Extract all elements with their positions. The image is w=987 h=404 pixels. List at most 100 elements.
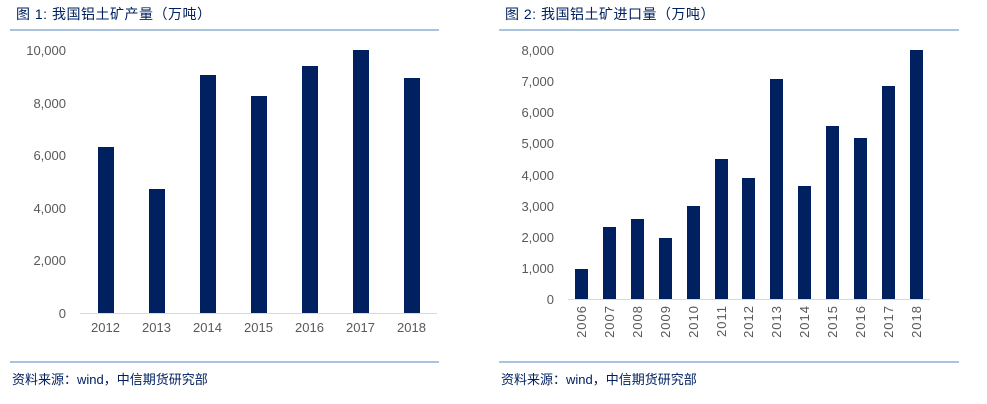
y-tick-label: 5,000 xyxy=(521,136,554,152)
y-tick-label: 6,000 xyxy=(521,105,554,121)
bar-2008 xyxy=(631,218,645,299)
x-axis: 2006 2007 2008 2009 2010 2011 2012 2013 2014 2015… xyxy=(568,305,930,338)
x-axis: 2012 2013 2014 2015 2016 2017 2018 xyxy=(80,320,437,335)
x-tick-label: 2018 xyxy=(397,320,426,335)
bar-slot xyxy=(131,189,182,313)
x-tick-label: 2009 xyxy=(652,305,680,338)
bar-slot xyxy=(874,86,902,299)
x-tick-label: 2017 xyxy=(874,305,902,338)
figure-2-bar-chart: 0 1,000 2,000 3,000 4,000 5,000 6,000 7,000 8,00… xyxy=(499,43,959,338)
y-tick-label: 0 xyxy=(58,306,66,321)
bar-slot xyxy=(791,186,819,299)
bar-2013 xyxy=(770,78,784,299)
bar-2014 xyxy=(798,186,812,299)
y-tick-label: 4,000 xyxy=(33,200,66,216)
y-tick-label: 0 xyxy=(546,292,554,307)
x-tick-label: 2015 xyxy=(819,305,847,338)
bar-2017 xyxy=(881,86,895,299)
y-tick-label: 1,000 xyxy=(521,260,554,276)
y-axis: 0 2,000 4,000 6,000 8,000 10,000 xyxy=(10,43,80,321)
bar-slot xyxy=(568,269,596,299)
y-tick-label: 6,000 xyxy=(33,148,66,164)
x-tick-label-text: 2015 xyxy=(825,305,841,338)
bar-2017 xyxy=(352,50,369,313)
bar-slot xyxy=(679,205,707,299)
bar-2013 xyxy=(148,189,165,313)
x-tick-label: 2016 xyxy=(295,320,324,335)
bar-2015 xyxy=(826,125,840,299)
plot xyxy=(568,50,930,300)
bar-2016 xyxy=(301,65,318,313)
x-tick-label: 2014 xyxy=(193,320,222,335)
bar-slot xyxy=(707,158,735,299)
y-tick-label: 3,000 xyxy=(521,198,554,214)
bar-2015 xyxy=(250,96,267,313)
x-tick-label: 2008 xyxy=(624,305,652,338)
figure-1-bar-chart: 0 2,000 4,000 6,000 8,000 10,000 2012 2013 2014 2… xyxy=(10,43,439,335)
x-tick-label-text: 2006 xyxy=(574,305,590,338)
figure-1-title: 图 1: 我国铝土矿产量（万吨） xyxy=(10,0,439,31)
x-tick-label-text: 2017 xyxy=(880,305,896,338)
bar-slot xyxy=(652,237,680,299)
x-tick-label-text: 2010 xyxy=(685,305,701,338)
bar-2012 xyxy=(97,147,114,313)
bar-slot xyxy=(284,65,335,313)
x-tick-label-text: 2009 xyxy=(657,305,673,338)
x-tick-label: 2012 xyxy=(91,320,120,335)
x-tick-label: 2018 xyxy=(902,305,930,338)
y-tick-label: 10,000 xyxy=(26,43,66,58)
bar-slot xyxy=(596,226,624,299)
x-tick-label-text: 2012 xyxy=(741,305,757,338)
x-tick-label: 2014 xyxy=(791,305,819,338)
plot-area: 2012 2013 2014 2015 2016 2017 2018 xyxy=(80,50,437,335)
x-tick-label: 2015 xyxy=(244,320,273,335)
bar-slot xyxy=(386,77,437,313)
figure-1-source: 资料来源：wind，中信期货研究部 xyxy=(10,361,439,404)
figure-2-source: 资料来源：wind，中信期货研究部 xyxy=(499,361,959,404)
bar-slot xyxy=(735,177,763,299)
y-tick-label: 7,000 xyxy=(521,74,554,90)
figure-2-title: 图 2: 我国铝土矿进口量（万吨） xyxy=(499,0,959,31)
x-tick-label: 2012 xyxy=(735,305,763,338)
bar-slot xyxy=(182,75,233,313)
bar-slot xyxy=(233,96,284,313)
y-tick-label: 8,000 xyxy=(33,95,66,111)
bar-2014 xyxy=(199,75,216,313)
x-tick-label-text: 2008 xyxy=(630,305,646,338)
x-tick-label: 2007 xyxy=(596,305,624,338)
bar-2018 xyxy=(403,77,420,313)
x-tick-label: 2011 xyxy=(707,305,735,337)
y-axis: 0 1,000 2,000 3,000 4,000 5,000 6,000 7,000 8,00… xyxy=(499,43,568,307)
plot xyxy=(80,50,437,314)
y-tick-label: 2,000 xyxy=(33,253,66,269)
bar-slot xyxy=(624,218,652,299)
bar-slot xyxy=(80,147,131,313)
bar-slot xyxy=(902,50,930,299)
bar-2016 xyxy=(853,137,867,299)
plot-area: 2006 2007 2008 2009 2010 2011 2012 2013 2014 2015… xyxy=(568,50,930,338)
x-tick-label: 2010 xyxy=(679,305,707,338)
y-tick-label: 2,000 xyxy=(521,229,554,245)
bar-2011 xyxy=(714,158,728,299)
bar-2006 xyxy=(575,269,589,299)
bar-2010 xyxy=(686,205,700,299)
figure-1-panel: 图 1: 我国铝土矿产量（万吨） 0 2,000 4,000 6,000 8,000 10… xyxy=(10,0,439,404)
x-tick-label: 2017 xyxy=(346,320,375,335)
figure-2-panel: 图 2: 我国铝土矿进口量（万吨） 0 1,000 2,000 3,000 4,000 5… xyxy=(499,0,959,404)
x-tick-label-text: 2016 xyxy=(852,305,868,338)
bar-slot xyxy=(763,78,791,299)
x-tick-label: 2006 xyxy=(568,305,596,338)
bar-2007 xyxy=(603,226,617,299)
y-tick-label: 4,000 xyxy=(521,167,554,183)
x-tick-label-text: 2007 xyxy=(602,305,618,338)
bar-slot xyxy=(335,50,386,313)
bar-2018 xyxy=(909,50,923,299)
x-tick-label: 2013 xyxy=(142,320,171,335)
x-tick-label-text: 2018 xyxy=(908,305,924,338)
x-tick-label: 2016 xyxy=(846,305,874,338)
y-tick-label: 8,000 xyxy=(521,43,554,58)
bar-slot xyxy=(819,125,847,299)
bar-slot xyxy=(846,137,874,299)
x-tick-label-text: 2011 xyxy=(713,305,729,337)
